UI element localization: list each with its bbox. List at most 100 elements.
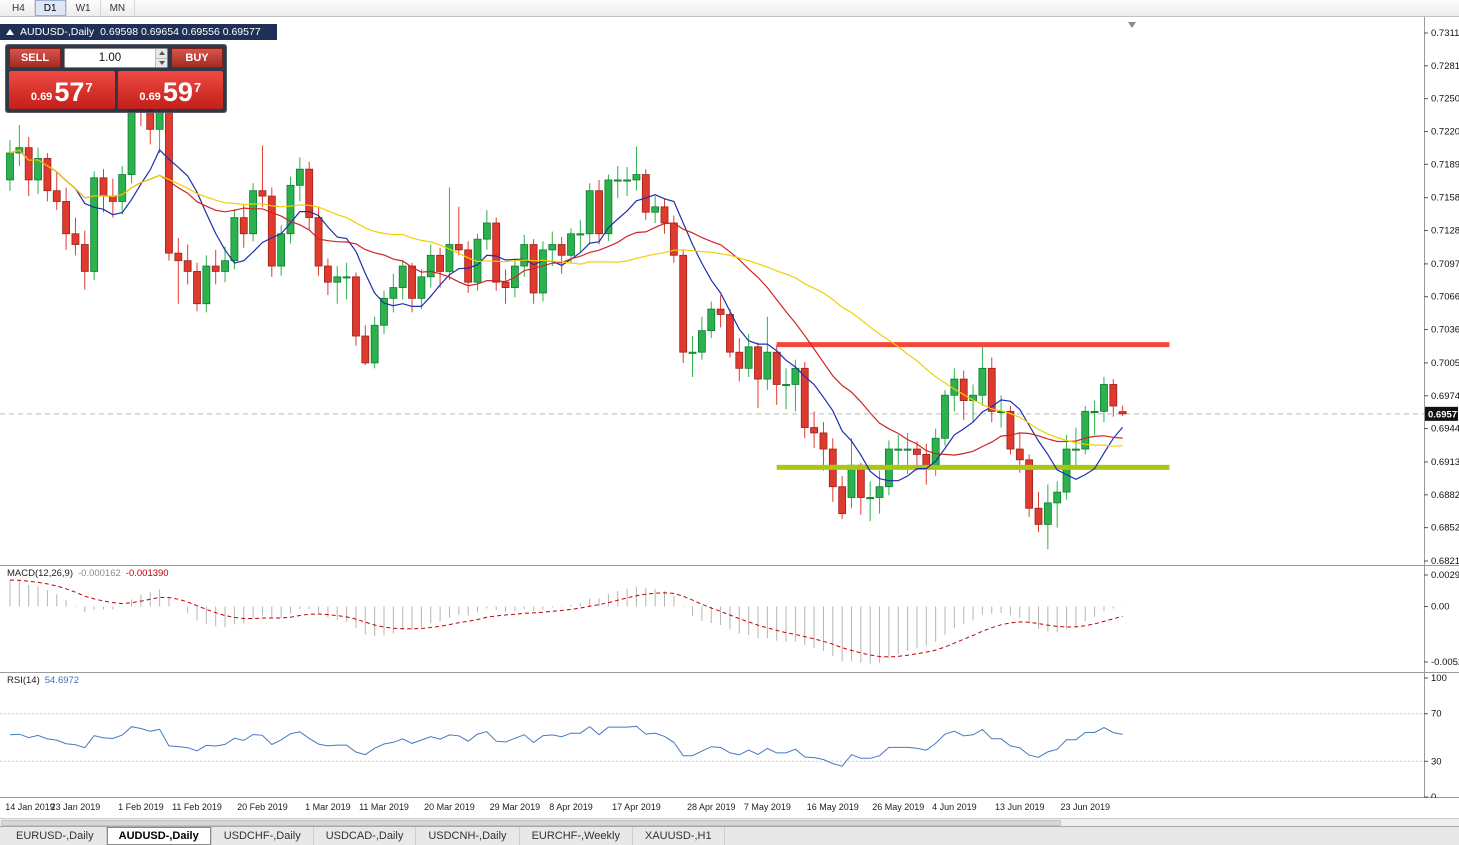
bull-candle [295, 168, 304, 186]
bear-candle [71, 233, 80, 245]
date-tick-label: 11 Feb 2019 [172, 802, 222, 812]
bear-candle [239, 217, 248, 235]
sell-button[interactable]: SELL [9, 48, 61, 68]
bear-candle [641, 174, 650, 213]
bull-candle [221, 260, 229, 272]
price-tick-label: 0.72505 [1431, 94, 1459, 105]
timeframe-button-mn[interactable]: MN [101, 0, 136, 16]
bear-candle [492, 222, 501, 283]
date-tick-label: 13 Jun 2019 [995, 802, 1045, 812]
bull-candle [698, 330, 706, 353]
bull-candle [389, 287, 398, 299]
bear-candle [1109, 384, 1118, 407]
rsi-value: 54.6972 [44, 675, 80, 686]
bear-candle [800, 367, 809, 428]
volume-input[interactable]: 1.00 [64, 48, 168, 68]
current-price-badge [1425, 406, 1458, 421]
sell-price-tile[interactable]: 0.69 57 7 [9, 71, 115, 109]
bull-candle [1100, 384, 1108, 412]
tab-usdcad-daily[interactable]: USDCAD-,Daily [314, 827, 417, 845]
date-tick-label: 1 Feb 2019 [118, 802, 164, 812]
tab-eurchf-weekly[interactable]: EURCHF-,Weekly [520, 827, 633, 845]
bear-candle [1118, 411, 1127, 415]
date-tick-label: 23 Jan 2019 [51, 802, 101, 812]
timeframe-button-h4[interactable]: H4 [3, 0, 35, 16]
bear-candle [716, 308, 725, 315]
bull-candle [651, 206, 660, 213]
chart-shift-marker-icon[interactable] [1128, 22, 1136, 28]
bull-candle [875, 486, 884, 498]
bull-candle [155, 111, 164, 130]
volume-up-button[interactable] [156, 49, 167, 58]
date-tick-label: 4 Jun 2019 [932, 802, 977, 812]
volume-spinner [155, 49, 167, 67]
bull-candle [763, 351, 772, 380]
bull-candle [576, 233, 585, 236]
bull-candle [482, 222, 491, 240]
bull-candle [1053, 491, 1062, 504]
ma-17-line [9, 149, 1123, 456]
bull-candle [1090, 410, 1099, 413]
tab-eurusd-daily[interactable]: EURUSD-,Daily [4, 827, 107, 845]
rsi-tick-label: 0 [1431, 792, 1436, 798]
tab-xauusd-h1[interactable]: XAUUSD-,H1 [633, 827, 725, 845]
bear-candle [501, 281, 510, 288]
bear-candle [43, 158, 52, 192]
buy-button[interactable]: BUY [171, 48, 223, 68]
price-tick-label: 0.71895 [1431, 159, 1459, 170]
horizontal-scrollbar[interactable] [0, 818, 1459, 826]
bull-candle [286, 184, 295, 235]
bull-candle [688, 351, 697, 354]
bear-candle [80, 244, 89, 272]
date-tick-label: 8 Apr 2019 [549, 802, 593, 812]
bull-candle [426, 254, 435, 278]
resistance-line[interactable] [776, 342, 1170, 348]
bull-candle [1081, 410, 1090, 450]
date-tick-label: 29 Mar 2019 [490, 802, 541, 812]
sell-price-point: 7 [85, 80, 93, 95]
rsi-tick-label: 70 [1431, 709, 1442, 720]
bear-candle [1025, 459, 1034, 509]
bull-candle [613, 179, 622, 182]
bull-candle [632, 174, 641, 181]
bull-candle [941, 394, 949, 439]
chart-window-icon [6, 29, 14, 35]
tab-audusd-daily[interactable]: AUDUSD-,Daily [106, 827, 212, 845]
bear-candle [454, 244, 463, 251]
bear-candle [660, 206, 669, 224]
bear-candle [1006, 410, 1015, 450]
support-line[interactable] [776, 464, 1170, 470]
bull-candle [866, 497, 875, 500]
bear-candle [305, 168, 314, 219]
bear-candle [464, 249, 473, 283]
bull-candle [370, 324, 379, 364]
chart-symbol-title: AUDUSD-,Daily [20, 26, 95, 38]
rsi-line [9, 725, 1123, 767]
bull-candle [548, 244, 557, 251]
bear-candle [595, 190, 603, 235]
timeframe-button-w1[interactable]: W1 [67, 0, 101, 16]
bear-candle [1034, 507, 1043, 525]
tab-usdcnh-daily[interactable]: USDCNH-,Daily [416, 827, 520, 845]
buy-price-tile[interactable]: 0.69 59 7 [117, 71, 223, 109]
buy-price-big: 59 [162, 77, 193, 108]
chart-title-bar: AUDUSD-,Daily 0.69598 0.69654 0.69556 0.… [0, 24, 277, 40]
tab-usdchf-daily[interactable]: USDCHF-,Daily [212, 827, 314, 845]
bear-candle [323, 265, 332, 283]
tab-bar: EURUSD-,Daily AUDUSD-,Daily USDCHF-,Daily U… [0, 826, 1459, 845]
bear-candle [987, 367, 996, 412]
timeframe-button-d1[interactable]: D1 [34, 0, 67, 16]
bull-candle [894, 448, 903, 451]
bull-candle [903, 448, 912, 451]
scrollbar-thumb[interactable] [1, 820, 1061, 826]
volume-down-button[interactable] [156, 57, 167, 67]
sell-price-big: 57 [54, 77, 85, 108]
